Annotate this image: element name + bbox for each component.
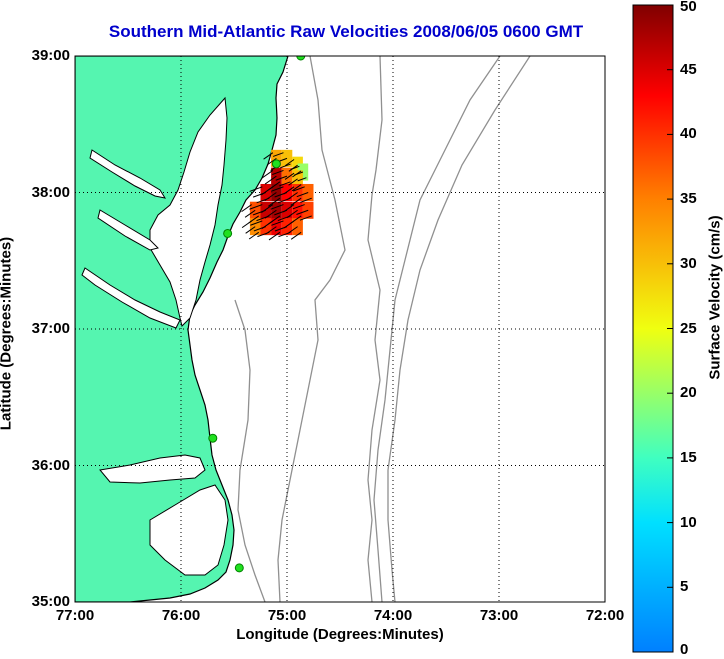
velocity-cell (271, 183, 282, 202)
x-tick-label: 76:00 (161, 607, 201, 624)
velocity-vector (270, 204, 284, 210)
x-tick-label: 74:00 (373, 607, 413, 624)
velocity-vector (275, 175, 288, 181)
x-tick-label: 73:00 (479, 607, 519, 624)
velocity-vector (249, 204, 263, 210)
velocity-vector (286, 209, 298, 219)
velocity-vector (271, 220, 284, 226)
velocity-vector (280, 163, 291, 169)
velocity-vector (241, 204, 252, 213)
radar-station-marker (296, 56, 306, 61)
velocity-vector (285, 159, 295, 167)
y-tick-label: 37:00 (31, 320, 70, 337)
radar-station-marker (223, 228, 233, 238)
velocity-vector (286, 192, 298, 201)
velocity-vector (264, 175, 277, 185)
rappahannock-river (97, 209, 159, 251)
map-title: Southern Mid-Atlantic Raw Velocities 200… (108, 22, 584, 41)
velocity-vector (268, 231, 281, 241)
chesapeake-bay (149, 96, 228, 327)
velocity-vector (268, 197, 281, 207)
albemarle-sound (99, 454, 206, 484)
velocity-vector (248, 231, 260, 240)
colorbar-tick-label: 20 (680, 384, 697, 402)
y-tick-label: 38:00 (31, 183, 70, 201)
velocity-vector (272, 152, 284, 157)
colorbar-tick-label: 0 (680, 641, 689, 658)
radar-stations (208, 56, 306, 573)
colorbar-label: Surface Velocity (cm/s) (706, 215, 724, 380)
velocity-vector (261, 170, 274, 179)
y-tick-label: 35:00 (31, 593, 70, 610)
velocity-vector (264, 209, 277, 219)
x-tick-label: 77:00 (55, 607, 95, 624)
x-axis-label: Longitude (Degrees:Minutes) (236, 626, 444, 643)
velocity-vector (283, 204, 295, 213)
colorbar-tick-label: 45 (680, 60, 697, 78)
radar-station-marker (271, 159, 281, 169)
colorbar-ticks (667, 4, 673, 653)
velocity-vector (249, 186, 263, 192)
velocity-cell (297, 163, 309, 181)
velocity-vector (250, 220, 263, 226)
velocity-vector (263, 152, 274, 160)
velocity-cell (271, 167, 282, 185)
velocity-vector (265, 226, 277, 235)
y-axis-label: Latitude (Degrees:Minutes) (0, 236, 15, 431)
velocity-vector (297, 177, 307, 182)
pamlico-sound (149, 484, 229, 576)
grid-lines (75, 56, 605, 602)
colorbar-tick-label: 25 (680, 319, 697, 337)
velocity-cell (271, 201, 282, 219)
radar-station-marker (234, 563, 244, 573)
colorbar-tick-label: 15 (680, 448, 697, 466)
velocity-vector (272, 169, 284, 176)
velocity-vector (283, 220, 295, 229)
velocity-vector (264, 192, 277, 202)
velocity-cell (271, 218, 282, 236)
velocity-vector (290, 165, 300, 170)
colorbar-tick-label: 10 (680, 513, 697, 531)
x-tick-label: 75:00 (267, 607, 307, 624)
velocity-vector (291, 184, 302, 192)
colorbar-tick-label: 40 (680, 125, 697, 143)
colorbar-tick-label: 5 (680, 578, 689, 596)
velocity-vector (299, 215, 312, 221)
velocity-cell (271, 149, 282, 167)
y-tick-label: 39:00 (31, 47, 70, 64)
velocity-vector (261, 204, 274, 213)
velocity-vector (296, 209, 309, 215)
colorbar-tick-label: 50 (680, 0, 697, 15)
velocity-vector (244, 209, 256, 218)
velocity-vector (266, 157, 277, 166)
velocity-vector (284, 172, 295, 180)
velocity-vector (283, 186, 295, 195)
colorbar-tick-label: 35 (680, 190, 697, 208)
velocity-vector (260, 186, 274, 196)
potomac-river (89, 149, 167, 199)
velocity-vector (288, 178, 298, 186)
velocity-vector (293, 171, 304, 176)
radar-station-marker (208, 433, 218, 443)
velocity-vector (300, 197, 312, 203)
velocity-vector (290, 197, 302, 206)
velocity-vector (290, 231, 302, 240)
colorbar-tick-label: 30 (680, 254, 697, 272)
velocity-vector (261, 220, 274, 229)
velocity-vector (270, 186, 284, 192)
y-tick-label: 36:00 (31, 456, 70, 474)
velocity-vector (279, 181, 291, 187)
velocity-vector (241, 220, 252, 229)
velocity-vector (245, 226, 256, 234)
x-tick-label: 72:00 (585, 607, 625, 624)
velocity-vector (287, 226, 298, 235)
velocity-vector (296, 192, 309, 198)
velocity-vector (292, 204, 305, 210)
map-frame (74, 55, 606, 603)
velocity-vector (293, 186, 305, 192)
james-river (81, 267, 181, 329)
